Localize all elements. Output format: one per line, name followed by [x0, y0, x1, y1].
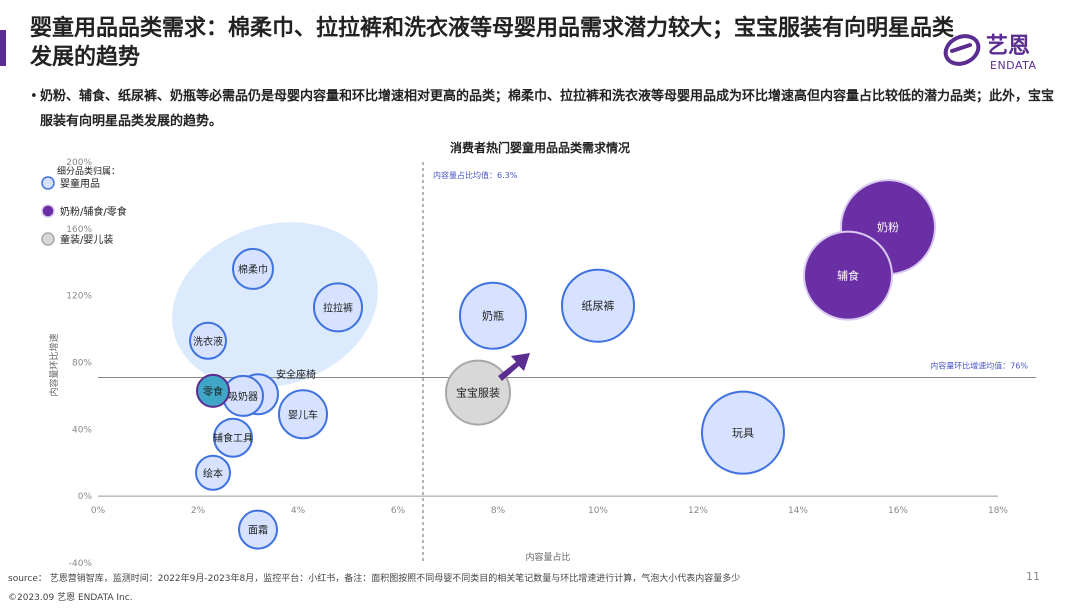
- bubble-label: 宝宝服装: [456, 386, 500, 400]
- bubble-label: 拉拉裤: [323, 301, 353, 314]
- legend-marker-cloth: [41, 232, 55, 246]
- logo-text-en: ENDATA: [990, 59, 1037, 72]
- bubble-15: [238, 509, 278, 550]
- legend-title: 细分品类归属：: [57, 165, 120, 177]
- bubble-chart: 消费者热门婴童用品品类需求情况 0% 2% 4% 6% 8% 10% 12% 14% 16% 18%…: [41, 140, 1036, 569]
- bullet-marker: •: [30, 89, 38, 104]
- x-tick-label: 10%: [588, 506, 608, 516]
- y-tick-label: 80%: [72, 359, 92, 369]
- bubble-label: 奶瓶: [482, 309, 504, 323]
- x-tick-label: 0%: [91, 506, 106, 516]
- source-note: source： 艺恩营销智库，监测时间：2022年9月-2023年8月，监控平台…: [8, 574, 741, 584]
- x-tick-label: 18%: [988, 506, 1008, 516]
- bubble-label: 辅食工具: [213, 432, 253, 445]
- legend-marker-food: [41, 204, 55, 218]
- page-title: 婴童用品品类需求：棉柔巾、拉拉裤和洗衣液等母婴用品需求潜力较大；宝宝服装有向明星…: [30, 16, 955, 70]
- bubble-13: [213, 417, 253, 458]
- legend-label-cloth: 童装/婴儿装: [60, 233, 113, 246]
- copyright: ©2023.09 艺恩 ENDATA Inc.: [8, 593, 133, 603]
- endata-logo: 艺恩 ENDATA: [942, 28, 1052, 74]
- x-tick-label: 6%: [391, 506, 406, 516]
- bubble-label: 玩具: [732, 427, 754, 440]
- bubble-label: 面霜: [248, 525, 268, 537]
- trend-arrow-icon: [498, 353, 530, 381]
- legend-label-food: 奶粉/辅食/零食: [60, 205, 127, 218]
- bubble-1: [803, 230, 893, 321]
- legend-marker-baby: [41, 176, 55, 190]
- bubble-label: 纸尿裤: [582, 299, 615, 313]
- x-tick-label: 12%: [688, 506, 708, 516]
- bubble-label: 婴儿车: [288, 408, 318, 421]
- bubble-14: [195, 454, 231, 491]
- bubble-11: [196, 373, 230, 408]
- legend-label-baby: 婴童用品: [60, 177, 100, 190]
- chart-title: 消费者热门婴童用品品类需求情况: [450, 140, 630, 155]
- bubble-6: [232, 247, 274, 290]
- bubble-5: [445, 359, 511, 426]
- y-tick-label: 40%: [72, 425, 92, 435]
- bubble-7: [313, 282, 363, 333]
- bubble-2: [561, 268, 635, 343]
- y-tick-label: 200%: [66, 158, 92, 168]
- bubble-8: [189, 321, 227, 360]
- y-tick-label: 160%: [66, 225, 92, 235]
- y-tick-label: 0%: [78, 492, 93, 502]
- x-tick-label: 14%: [788, 506, 808, 516]
- bubble-label: 奶粉: [877, 220, 899, 234]
- avg-y-label: 内容量环比增速均值：76%: [930, 361, 1028, 371]
- bubble-12: [278, 389, 328, 440]
- bubble-label: 绘本: [203, 467, 223, 480]
- bubble-label: 安全座椅: [276, 368, 316, 381]
- x-axis-title: 内容量占比: [525, 551, 570, 563]
- x-tick-label: 16%: [888, 506, 908, 516]
- bubble-label: 吸奶器: [228, 391, 258, 403]
- y-tick-label: 120%: [66, 292, 92, 302]
- page-number: 11: [1026, 570, 1040, 583]
- avg-x-label: 内容量占比均值：6.3%: [433, 170, 518, 180]
- accent-bar: [0, 30, 6, 66]
- x-tick-label: 4%: [291, 506, 306, 516]
- x-tick-label: 8%: [491, 506, 506, 516]
- bubble-label: 辅食: [837, 269, 859, 283]
- bubble-label: 棉柔巾: [238, 263, 268, 276]
- bubble-label: 零食: [203, 385, 223, 398]
- bubble-4: [701, 390, 785, 475]
- summary-text: 奶粉、辅食、纸尿裤、奶瓶等必需品仍是母婴内容量和环比增速相对更高的品类；棉柔巾、…: [40, 89, 1055, 129]
- bubble-label: 洗衣液: [193, 335, 223, 348]
- y-tick-label: -40%: [69, 559, 93, 569]
- bubble-3: [459, 281, 527, 350]
- x-tick-label: 2%: [191, 506, 206, 516]
- logo-text-cn: 艺恩: [986, 34, 1031, 59]
- y-axis-title: 内容量环比增速: [48, 333, 60, 396]
- logo-mark-icon: [943, 34, 981, 66]
